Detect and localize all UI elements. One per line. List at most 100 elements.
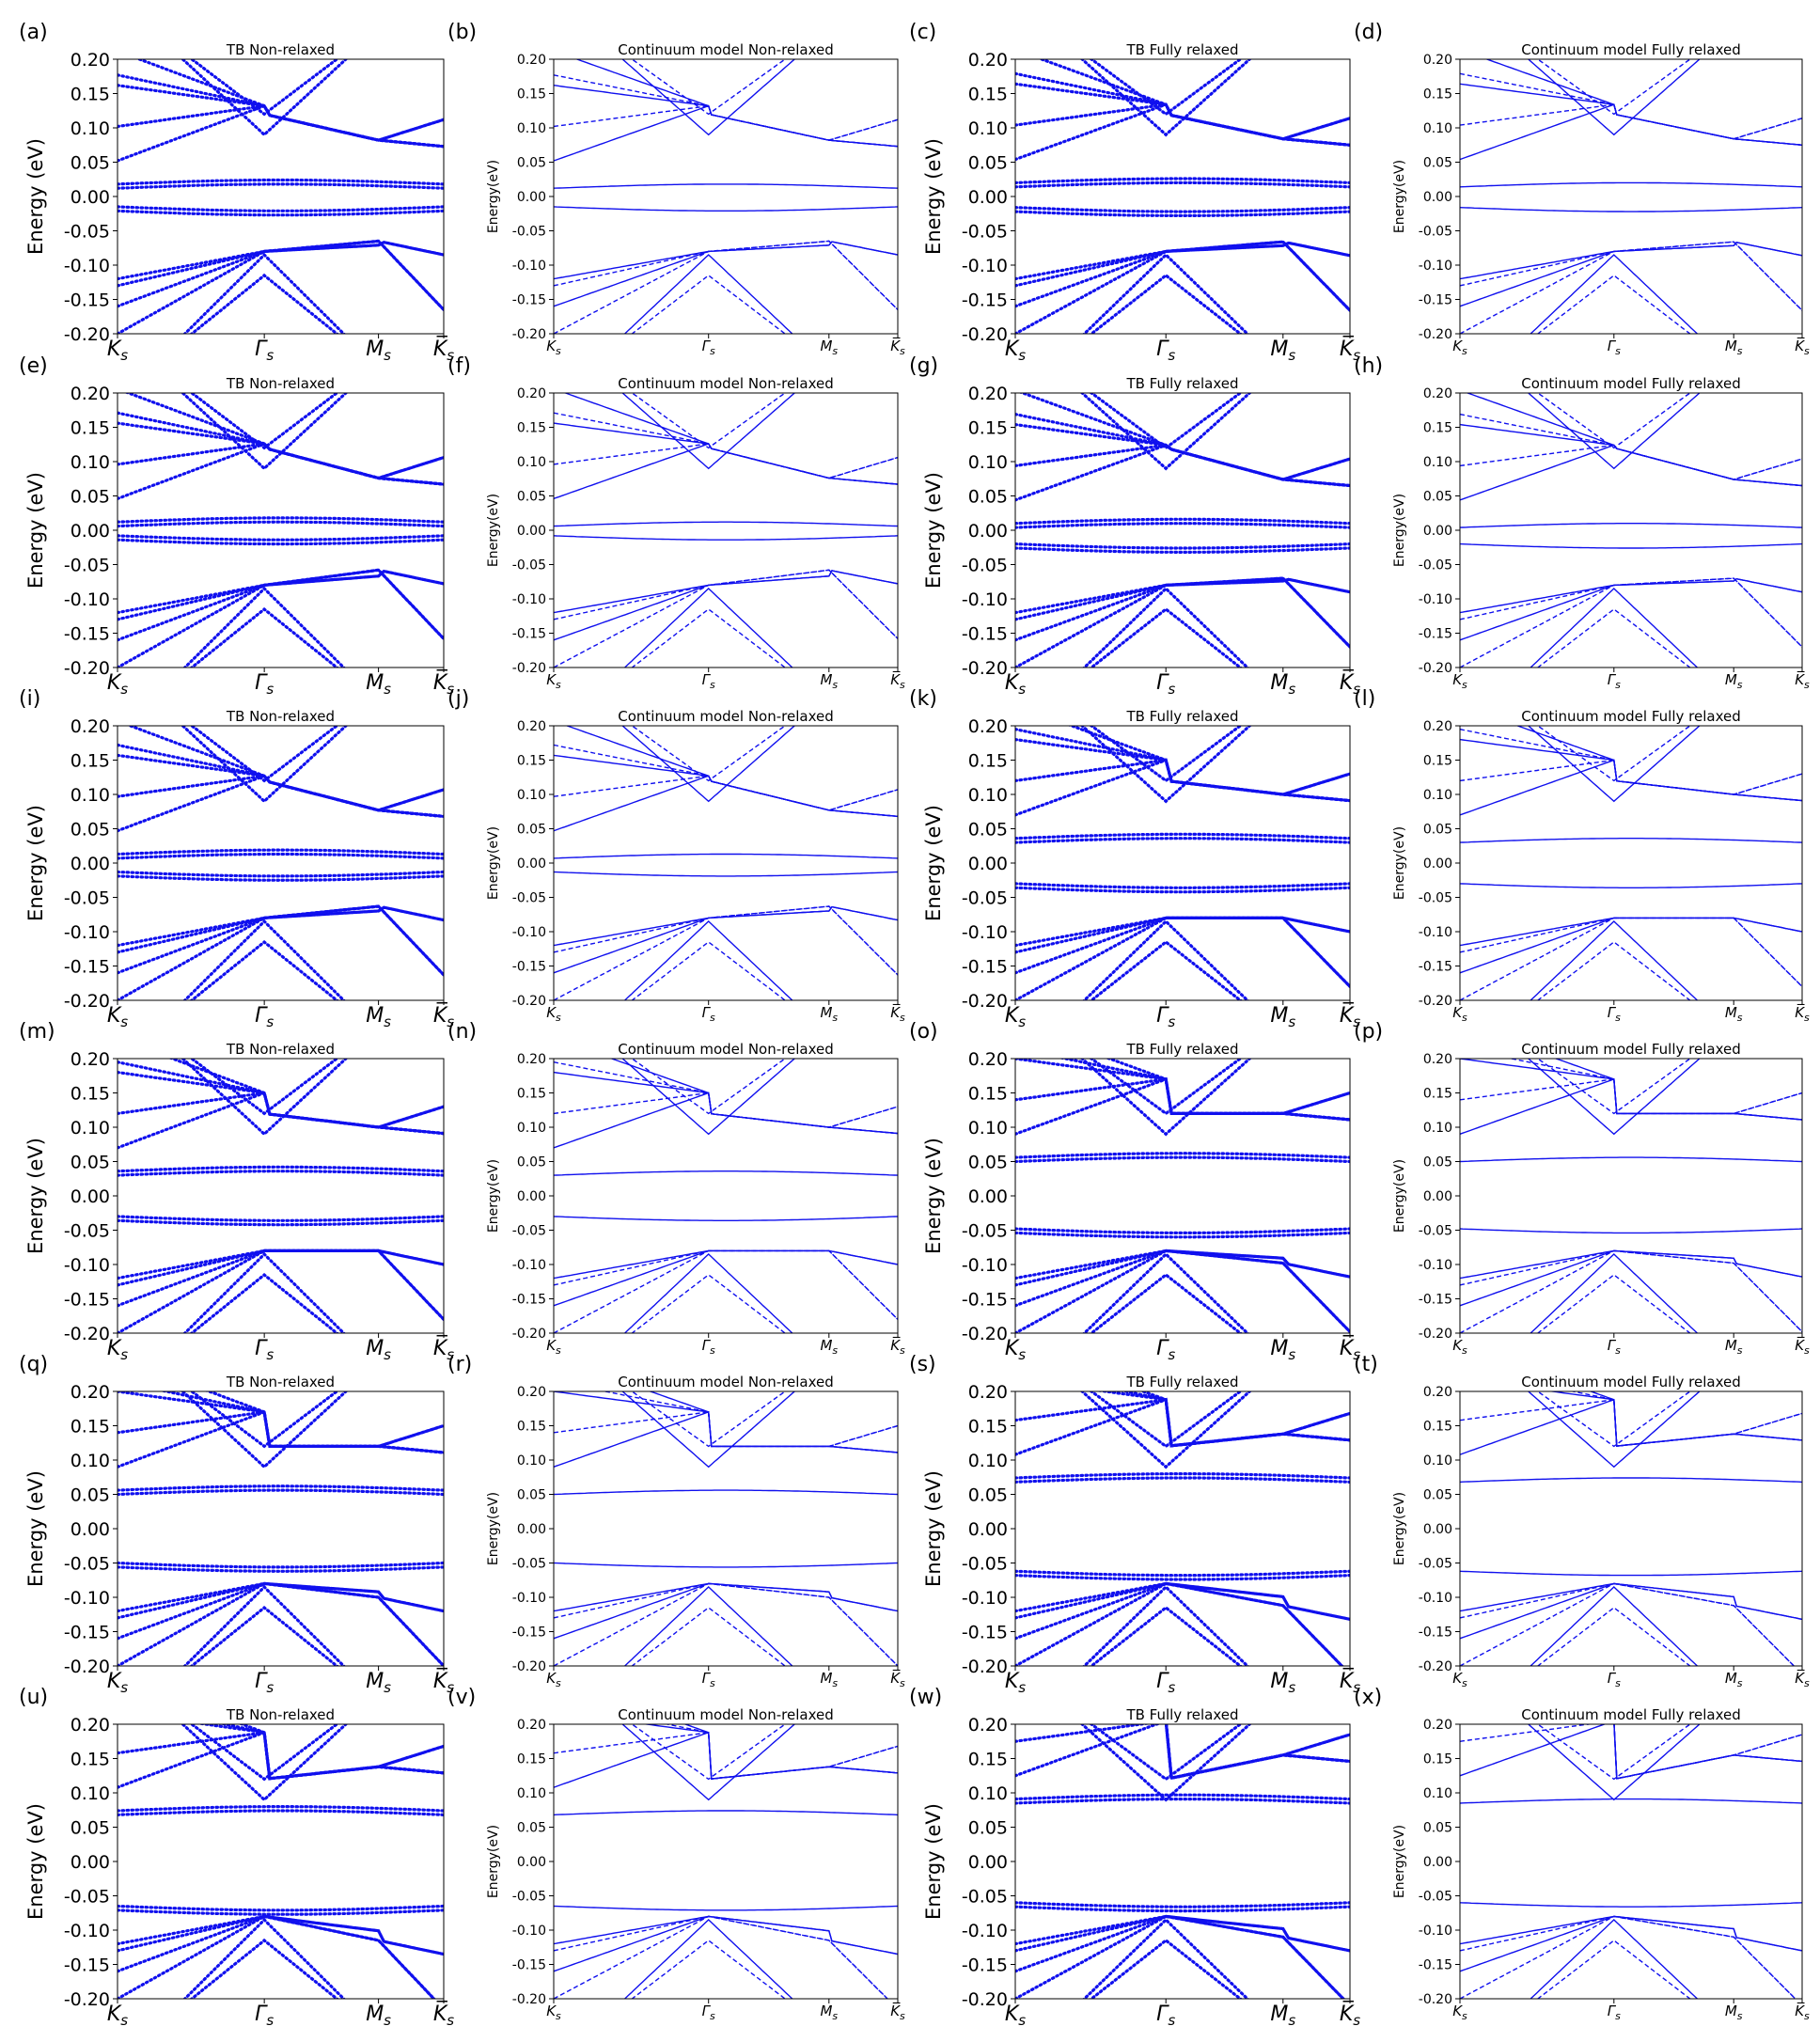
band-line [554,1915,888,1999]
band-line [118,182,444,190]
kpoint-label: Γs [1608,1670,1621,1689]
y-tick-label: -0.10 [64,1921,110,1941]
band-line [1460,759,1802,795]
y-tick-label: 0.10 [71,1451,110,1471]
band-line [554,1905,898,1911]
band-line [1082,1584,1250,1666]
panel-title: Continuum model Non-relaxed [618,1041,834,1058]
band-line [118,1581,444,1666]
band-line [182,586,346,668]
band-line [118,1565,444,1573]
kpoint-label: Ms [1270,1004,1295,1030]
band-line [554,1915,888,1999]
plot-frame [117,1390,445,1667]
band-line [1460,241,1802,311]
band-line [554,1216,898,1221]
kpoint-label: Ms [1725,671,1743,691]
plot-frame [553,392,899,668]
kpoint-label: Ms [1270,1670,1295,1696]
band-line [118,103,444,163]
kpoint-label: Γs [1608,1004,1621,1024]
band-line [1015,1397,1350,1456]
bands [1460,393,1802,668]
band-line [1015,576,1350,668]
y-tick-label: 0.00 [517,1855,546,1870]
y-tick-label: 0.10 [1423,1786,1452,1801]
y-tick-label: 0.15 [968,85,1008,105]
y-tick-label: 0.10 [71,1118,110,1139]
band-line [1082,1251,1250,1333]
band-line [118,1249,444,1333]
kpoint-label: Γs [1608,2003,1621,2022]
y-tick-label: 0.00 [1423,1855,1452,1870]
kpoint-label: Γs [1608,671,1621,691]
band-line [1460,1249,1802,1307]
panel-v: (v) Continuum model Non-relaxed 0.20 0.15 0.… [447,1686,905,2022]
band-line [1508,1059,1802,1115]
band-line [1460,838,1802,843]
y-axis-label: Energy(eV) [1392,1825,1407,1898]
kpoint-label: Ks [1005,1670,1026,1696]
kpoint-label: Ms [1270,338,1295,364]
band-line [180,1059,349,1137]
band-line [1613,1724,1802,1780]
y-tick-label: 0.00 [968,1519,1008,1540]
kpoint-label: Ks [1452,671,1467,691]
panel-letter: (m) [19,1020,55,1044]
band-line [554,1582,898,1640]
y-tick-label: -0.15 [962,957,1008,978]
band-line [1466,393,1802,487]
kpoint-label: Ks [1005,671,1026,698]
band-line [554,1249,898,1307]
band-line [1460,242,1802,280]
y-axis-label: Energy (eV) [922,805,945,921]
band-line [118,241,444,281]
band-line [1015,886,1350,894]
band-line [118,1904,444,1912]
band-line [1536,59,1691,116]
bands [554,726,898,1000]
panel-h: (h) Continuum model Fully relaxed 0.20 0.15… [1354,354,1810,691]
panel-title: TB Non-relaxed [226,41,335,58]
y-tick-label: 0.05 [1423,1488,1452,1503]
y-tick-label: -0.10 [512,1924,546,1939]
kpoint-label: K̅s [433,1335,454,1363]
band-line [631,1059,787,1115]
kpoint-label: Γs [1156,671,1175,698]
kpoint-label: Ks [107,338,128,364]
kpoint-label: Ms [820,1004,838,1024]
band-line [631,393,787,449]
band-line [1536,1274,1691,1333]
y-tick-label: -0.20 [1419,994,1452,1009]
y-tick-label: 0.05 [71,1485,110,1506]
panel-letter: (a) [19,21,48,44]
kpoint-label: Γs [702,2003,715,2022]
y-tick-label: 0.00 [968,854,1008,874]
y-tick-label: -0.15 [962,1956,1008,1976]
band-line [1460,1077,1802,1135]
y-tick-label: -0.20 [64,324,110,345]
panel-title: Continuum model Fully relaxed [1521,41,1740,58]
y-tick-label: -0.05 [512,558,546,573]
panel-k: (k) TB Fully relaxed 0.20 0.15 0.10 0.05 0.00 -… [909,687,1360,1030]
y-tick-label: 0.00 [517,1522,546,1537]
y-tick-label: -0.20 [962,1324,1008,1344]
y-axis-label: Energy(eV) [486,494,501,567]
y-tick-label: -0.05 [1419,891,1452,906]
band-line [554,1582,898,1666]
y-tick-label: 0.20 [71,716,110,737]
panel-title: Continuum model Non-relaxed [618,1374,834,1390]
band-line [1527,1724,1701,1801]
panel-letter: (k) [909,687,937,711]
band-line [1460,242,1802,307]
band-line [1460,103,1802,161]
band-line [1460,1570,1802,1577]
band-line [1015,1227,1350,1234]
y-tick-label: -0.05 [64,1221,110,1242]
band-line [1460,917,1802,974]
band-line [1015,1076,1350,1136]
y-tick-label: 0.00 [1423,1522,1452,1537]
y-tick-label: 0.20 [968,50,1008,71]
band-line [623,254,793,334]
band-line [1460,1915,1796,1999]
